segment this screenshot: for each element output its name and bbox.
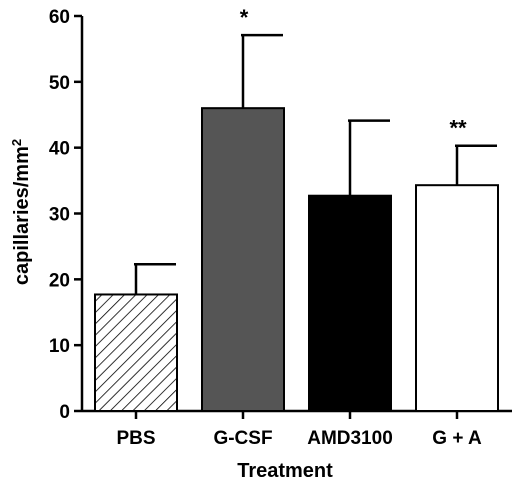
significance-marker: * — [240, 5, 249, 30]
y-tick-label: 0 — [59, 402, 70, 423]
y-axis: 0 10 20 30 40 50 60 — [49, 7, 84, 423]
y-tick-label: 60 — [49, 7, 70, 28]
y-axis-title-superscript: 2 — [9, 139, 24, 146]
y-tick-label: 20 — [49, 270, 70, 291]
bar — [308, 194, 392, 412]
bar — [415, 184, 499, 412]
y-tick-label: 50 — [49, 73, 70, 94]
x-axis-title: Treatment — [237, 460, 333, 482]
y-tick-label: 30 — [49, 205, 70, 226]
bar — [94, 293, 178, 413]
x-tick-label: PBS — [116, 428, 155, 449]
y-tick-label: 10 — [49, 336, 70, 357]
x-tick-label: G + A — [432, 428, 482, 449]
x-axis: PBS G-CSF AMD3100 G + A — [82, 409, 512, 449]
significance-marker: ** — [449, 116, 467, 141]
x-tick-label: AMD3100 — [307, 428, 393, 449]
bars: *** — [94, 5, 499, 413]
x-tick-label: G-CSF — [213, 428, 272, 449]
y-tick-label: 40 — [49, 139, 70, 160]
y-axis-title: capillaries/mm2 — [9, 139, 34, 285]
bar — [201, 107, 285, 413]
y-axis-title-main: capillaries/mm — [11, 146, 33, 285]
